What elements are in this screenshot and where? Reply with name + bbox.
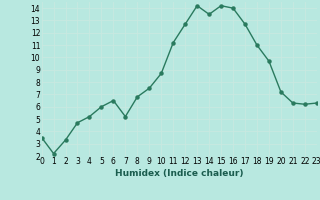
X-axis label: Humidex (Indice chaleur): Humidex (Indice chaleur) <box>115 169 244 178</box>
